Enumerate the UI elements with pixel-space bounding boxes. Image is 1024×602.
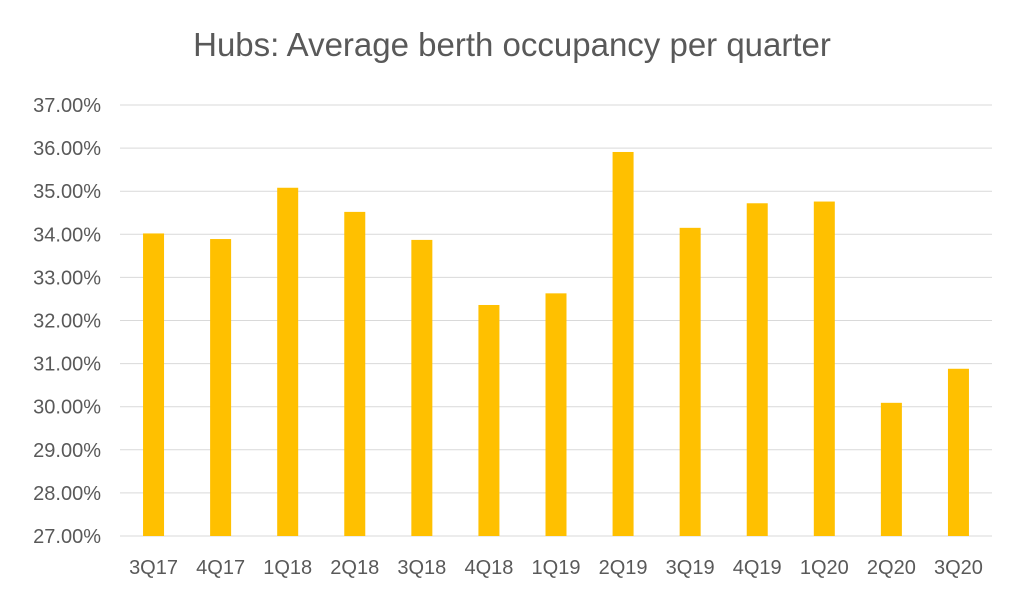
y-tick-label: 27.00% — [33, 526, 101, 548]
x-tick-label: 4Q18 — [464, 557, 513, 579]
y-tick-label: 30.00% — [33, 397, 101, 419]
bar-3q17 — [143, 233, 165, 537]
x-tick-label: 4Q17 — [196, 557, 245, 579]
y-tick-label: 34.00% — [33, 224, 101, 246]
chart-title: Hubs: Average berth occupancy per quarte… — [193, 26, 831, 63]
x-tick-label: 2Q20 — [867, 557, 916, 579]
bar-1q20 — [813, 201, 835, 536]
bar-1q18 — [277, 187, 299, 536]
y-tick-label: 29.00% — [33, 440, 101, 462]
x-tick-label: 1Q19 — [532, 557, 581, 579]
x-tick-label: 1Q18 — [263, 557, 312, 579]
y-tick-label: 31.00% — [33, 354, 101, 376]
y-tick-label: 37.00% — [33, 95, 101, 117]
bar-3q18 — [411, 239, 433, 536]
x-tick-label: 3Q20 — [934, 557, 983, 579]
bar-1q19 — [545, 293, 567, 536]
x-tick-label: 1Q20 — [800, 557, 849, 579]
bar-2q20 — [880, 402, 902, 536]
y-tick-label: 32.00% — [33, 311, 101, 333]
x-tick-label: 4Q19 — [733, 557, 782, 579]
bar-3q20 — [947, 368, 969, 536]
bar-2q18 — [344, 211, 366, 536]
y-tick-label: 35.00% — [33, 181, 101, 203]
x-tick-label: 3Q18 — [397, 557, 446, 579]
x-tick-label: 3Q19 — [666, 557, 715, 579]
bar-4q19 — [746, 203, 768, 536]
y-tick-label: 36.00% — [33, 138, 101, 160]
x-tick-label: 2Q18 — [330, 557, 379, 579]
bar-3q19 — [679, 227, 701, 536]
bar-4q17 — [210, 239, 232, 536]
x-tick-label: 2Q19 — [599, 557, 648, 579]
x-tick-label: 3Q17 — [129, 557, 178, 579]
bar-4q18 — [478, 304, 500, 536]
bar-2q19 — [612, 151, 634, 536]
y-tick-label: 28.00% — [33, 483, 101, 505]
y-tick-label: 33.00% — [33, 267, 101, 289]
